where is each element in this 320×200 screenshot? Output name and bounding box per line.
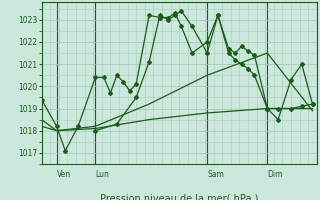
- Text: Lun: Lun: [95, 170, 109, 179]
- Text: Sam: Sam: [207, 170, 224, 179]
- Text: Dim: Dim: [267, 170, 283, 179]
- Text: Ven: Ven: [57, 170, 71, 179]
- Text: Pression niveau de la mer( hPa ): Pression niveau de la mer( hPa ): [100, 193, 258, 200]
